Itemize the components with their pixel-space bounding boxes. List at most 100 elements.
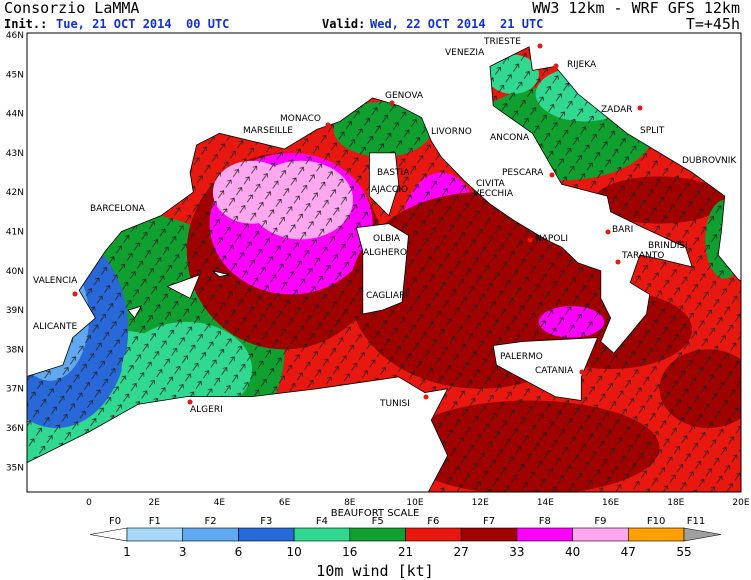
city-label: OLBIA — [373, 234, 401, 244]
lon-label: 2E — [148, 498, 160, 508]
lat-label: 44N — [6, 110, 24, 120]
city-marker — [637, 105, 643, 111]
legend-swatch — [293, 527, 351, 542]
island — [355, 223, 409, 315]
legend-class-label: F11 — [687, 516, 705, 527]
lon-label: 16E — [602, 498, 619, 508]
city-label: BARCELONA — [90, 204, 146, 214]
city-marker — [72, 291, 78, 297]
lon-label: 14E — [537, 498, 554, 508]
island — [492, 337, 599, 401]
city-label: ALGERI — [190, 405, 223, 415]
legend-class-label: F6 — [427, 516, 439, 527]
valid-time: Wed, 22 OCT 2014 21 UTC — [370, 17, 543, 31]
city-label: VENEZIA — [445, 48, 485, 58]
lat-label: 38N — [6, 345, 24, 355]
city-marker — [297, 140, 303, 146]
legend-caption: 10m wind [kt] — [316, 562, 433, 580]
city-label: SPLIT — [640, 126, 665, 136]
legend-swatch — [627, 527, 685, 542]
map — [27, 33, 741, 492]
city-marker — [579, 369, 585, 375]
lon-label: 0 — [86, 498, 92, 508]
valid-label: Valid: — [322, 17, 365, 31]
lon-label: 20E — [732, 498, 749, 508]
city-label: CIVITA — [476, 179, 506, 189]
city-marker — [549, 172, 555, 178]
legend-class-label: F7 — [483, 516, 495, 527]
lon-label: 8E — [344, 498, 356, 508]
legend-class-label: F3 — [260, 516, 272, 527]
island — [166, 274, 201, 299]
legend-class-label: F8 — [539, 516, 551, 527]
city-marker — [615, 259, 621, 265]
city-label: PESCARA — [502, 168, 544, 178]
forecast-step: T=+45h — [686, 15, 740, 33]
legend-threshold: 6 — [235, 545, 243, 559]
city-label: CAGLIARI — [366, 291, 408, 301]
legend-threshold: 1 — [123, 545, 131, 559]
city-label: BARI — [612, 225, 633, 235]
lon-label: 18E — [667, 498, 684, 508]
legend-class-label: F4 — [316, 516, 328, 527]
city-label: MONACO — [280, 114, 321, 124]
lat-label: 37N — [6, 385, 24, 395]
lat-label: 41N — [6, 228, 24, 238]
city-label: BASTIA — [377, 168, 410, 178]
city-label: PALERMO — [500, 352, 543, 362]
city-marker — [537, 43, 543, 49]
legend-threshold: 40 — [565, 545, 580, 559]
city-label: VECCHIA — [473, 189, 514, 199]
legend-class-label: F9 — [594, 516, 606, 527]
city-label: BRINDISI — [648, 241, 688, 251]
legend-swatch — [405, 527, 462, 542]
legend-swatch — [182, 527, 239, 542]
legend-class-label: F5 — [372, 516, 384, 527]
legend-threshold: 10 — [286, 545, 301, 559]
island — [212, 270, 230, 278]
lat-label: 45N — [6, 70, 24, 80]
init-label: Init.: — [4, 17, 47, 31]
city-label: ALGHERO — [363, 248, 407, 258]
city-marker — [325, 122, 331, 128]
lon-label: 6E — [279, 498, 291, 508]
legend-threshold: 27 — [454, 545, 469, 559]
legend-swatch — [89, 527, 128, 542]
city-marker — [553, 63, 559, 69]
city-label: DUBROVNIK — [682, 156, 737, 166]
legend-swatch — [460, 527, 518, 542]
city-label: TRIESTE — [483, 37, 521, 47]
city-marker — [423, 394, 429, 400]
map-frame — [26, 32, 742, 493]
legend-threshold: 21 — [398, 545, 413, 559]
lat-label: 43N — [6, 149, 24, 159]
lat-label: 40N — [6, 267, 24, 277]
city-label: GENOVA — [385, 91, 424, 101]
city-label: ALICANTE — [33, 322, 77, 332]
legend-swatch — [238, 527, 295, 542]
city-label: LIVORNO — [431, 127, 472, 137]
city-label: ANCONA — [490, 133, 530, 143]
legend-class-label: F2 — [204, 516, 216, 527]
legend-title: BEAUFORT SCALE — [331, 508, 420, 519]
legend-threshold: 47 — [621, 545, 636, 559]
legend-swatch — [572, 527, 629, 542]
lat-label: 35N — [6, 463, 24, 473]
city-label: ZADAR — [601, 105, 633, 115]
mainland — [27, 33, 741, 377]
city-label: AJACCIO — [371, 185, 408, 195]
city-label: VALENCIA — [33, 276, 78, 286]
lat-label: 36N — [6, 424, 24, 434]
city-marker — [389, 100, 395, 106]
lon-label: 4E — [214, 498, 226, 508]
lat-label: 42N — [6, 188, 24, 198]
title: Consorzio LaMMA — [4, 0, 139, 17]
city-label: TARANTO — [621, 251, 664, 261]
legend-threshold: 16 — [342, 545, 357, 559]
legend-threshold: 3 — [179, 545, 187, 559]
city-label: TUNISI — [379, 399, 410, 409]
city-label: MARSEILLE — [243, 126, 293, 136]
legend-class-label: F1 — [149, 516, 161, 527]
legend-class-label: F10 — [647, 516, 665, 527]
